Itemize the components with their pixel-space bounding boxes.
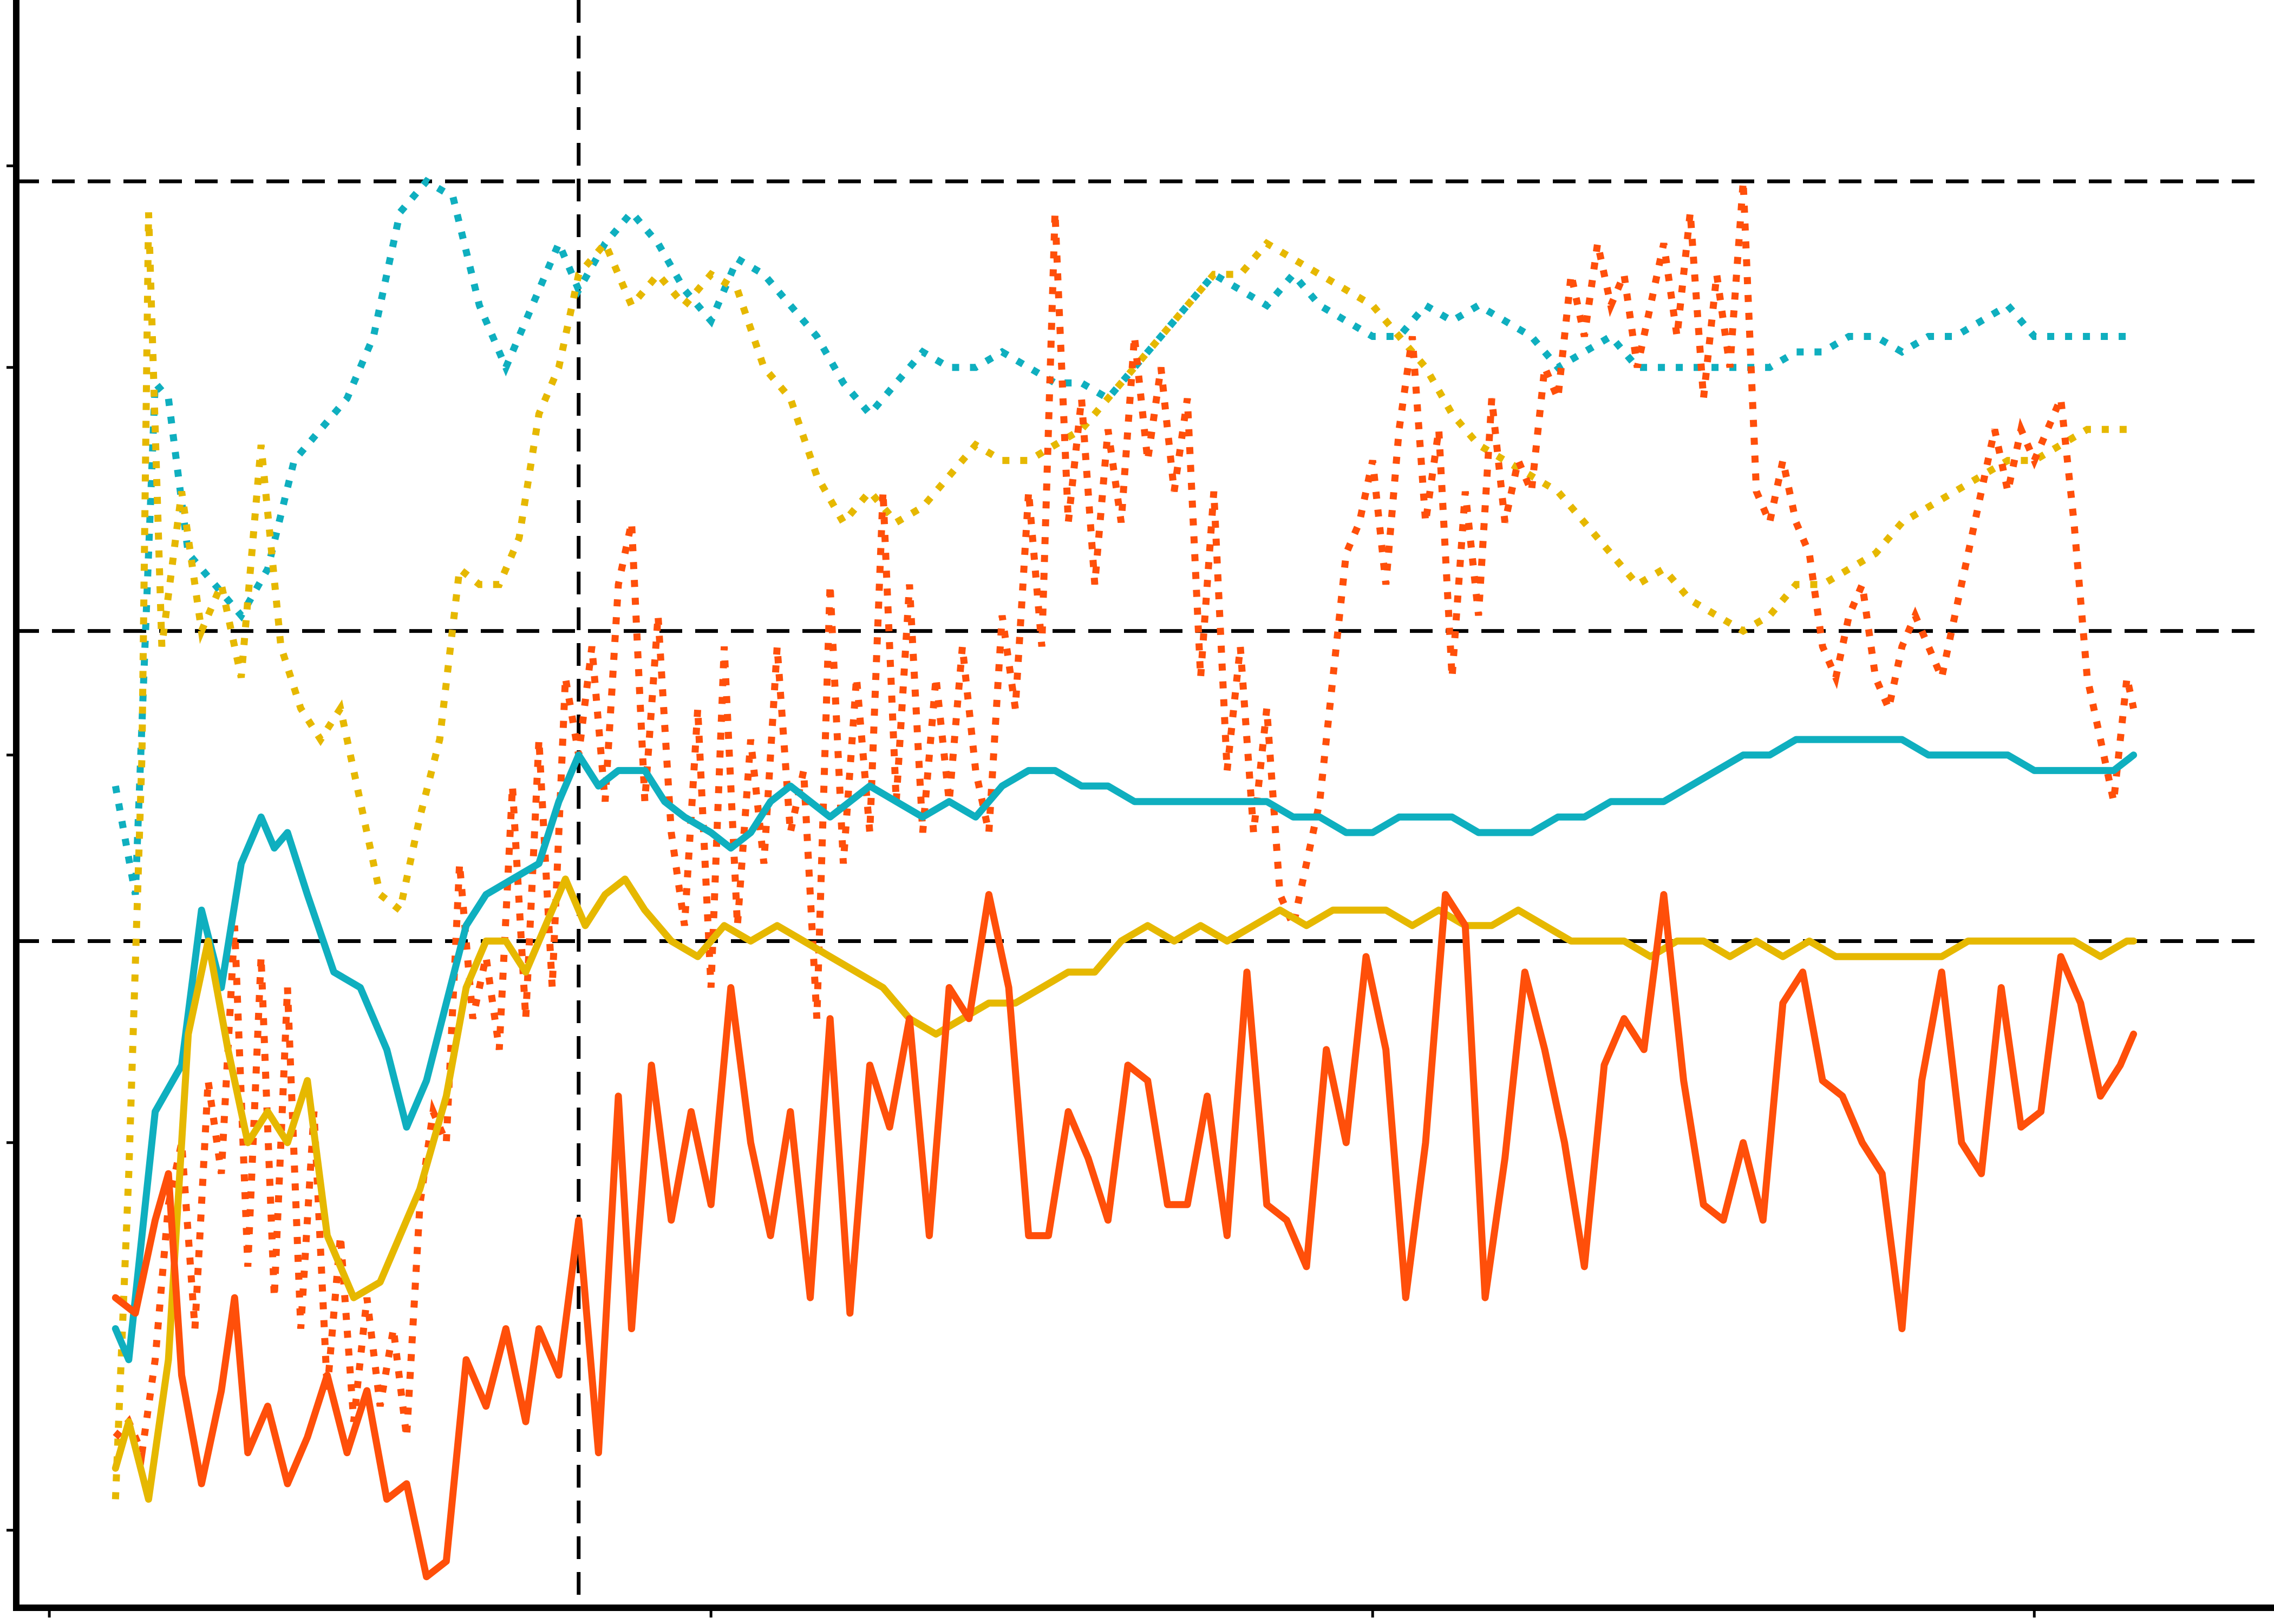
- series-line-2-solid: [112, 891, 2138, 1581]
- series-line-5-dotted: [113, 181, 2137, 1466]
- series-line-1-solid: [112, 875, 2138, 1503]
- series-line-3-dotted: [112, 176, 2134, 895]
- axes: [6, 0, 2274, 1618]
- reference-lines: [16, 0, 2266, 1608]
- series-line-4-dotted: [112, 212, 2134, 1499]
- series-line-0-solid: [112, 736, 2138, 1364]
- series-layer: [112, 176, 2138, 1581]
